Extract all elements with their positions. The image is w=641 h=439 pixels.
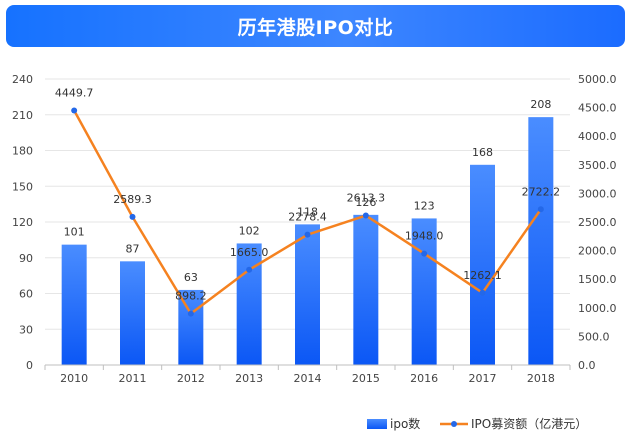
bar: [470, 164, 495, 365]
y-left-tick: 120: [12, 216, 33, 229]
line-point: [129, 213, 136, 220]
bar-value-label: 101: [64, 226, 85, 239]
y-right-tick: 2000.0: [578, 245, 617, 258]
line-point: [537, 206, 544, 213]
legend: ipo数 IPO募资额（亿港元）: [367, 416, 587, 431]
bar-value-label: 87: [126, 242, 140, 255]
line-series: 4449.7 2589.3 898.2 1665.0 2278.4 2613.3 1948.…: [55, 86, 561, 317]
y-right-tick: 500.0: [578, 330, 610, 343]
line-point: [71, 107, 78, 114]
x-tick-label: 2012: [177, 372, 205, 385]
y-right-tick: 1500.0: [578, 273, 617, 286]
x-tick-label: 2013: [235, 372, 263, 385]
axes: 0 30 60 90 120 150 180 210 240 0.0 500.0 1000.0 1500…: [12, 73, 617, 385]
y-left-tick: 180: [12, 145, 33, 158]
y-left-tick: 150: [12, 180, 33, 193]
line-point: [246, 266, 253, 273]
legend-bar-swatch: [367, 419, 387, 429]
y-right-tick: 5000.0: [578, 73, 617, 86]
bar: [120, 261, 145, 365]
bar: [61, 244, 87, 365]
y-right-tick: 1000.0: [578, 302, 617, 315]
y-left-tick: 0: [26, 359, 33, 372]
bar: [295, 224, 320, 365]
x-tick-label: 2015: [352, 372, 380, 385]
bar-value-label: 168: [472, 146, 493, 159]
bar: [528, 117, 554, 365]
bar: [411, 218, 437, 365]
line-point: [187, 310, 194, 317]
bar-value-label: 208: [530, 98, 551, 111]
y-right-tick: 3500.0: [578, 159, 617, 172]
line-point: [304, 231, 311, 238]
x-tick-label: 2014: [294, 372, 322, 385]
x-tick-label: 2018: [527, 372, 555, 385]
line-value-label: 1665.0: [230, 246, 269, 259]
y-left-tick: 90: [19, 252, 33, 265]
line-value-label: 898.2: [175, 290, 207, 303]
bar-value-label: 118: [297, 205, 318, 218]
y-left-tick: 210: [12, 109, 33, 122]
y-right-tick: 3000.0: [578, 187, 617, 200]
y-right-tick: 0.0: [578, 359, 596, 372]
line-value-label: 2589.3: [113, 193, 152, 206]
chart-title: 历年港股IPO对比: [6, 5, 625, 47]
bar: [353, 214, 379, 365]
y-left-tick: 60: [19, 288, 33, 301]
line-point: [362, 212, 369, 219]
x-tick-label: 2016: [410, 372, 438, 385]
x-tick-label: 2010: [60, 372, 88, 385]
line-value-label: 4449.7: [55, 86, 94, 99]
x-tick-label: 2017: [469, 372, 497, 385]
x-tick-label: 2011: [119, 372, 147, 385]
legend-line-marker: [451, 421, 457, 427]
bar-value-label: 123: [414, 199, 435, 212]
y-left-tick: 30: [19, 323, 33, 336]
bar-value-label: 63: [184, 271, 198, 284]
line-value-label: 2722.2: [522, 185, 561, 198]
legend-bar-label: ipo数: [390, 416, 420, 431]
legend-line-label: IPO募资额（亿港元）: [471, 416, 587, 431]
bar-value-label: 126: [355, 196, 376, 209]
line-point: [479, 289, 486, 296]
line-value-label: 2613.3: [347, 192, 386, 205]
line-value-label: 2278.4: [288, 211, 327, 224]
y-right-tick: 2500.0: [578, 216, 617, 229]
bar: [178, 289, 204, 365]
bar-series: 101 87 63 102 118 126 123 168 208: [61, 98, 554, 365]
line-point: [421, 250, 428, 257]
bar-value-label: 102: [239, 224, 260, 237]
line-value-label: 1948.0: [405, 230, 444, 243]
y-right-tick: 4000.0: [578, 130, 617, 143]
bar: [236, 243, 262, 365]
y-right-tick: 4500.0: [578, 102, 617, 115]
line-value-label: 1262.1: [463, 269, 502, 282]
y-left-tick: 240: [12, 73, 33, 86]
